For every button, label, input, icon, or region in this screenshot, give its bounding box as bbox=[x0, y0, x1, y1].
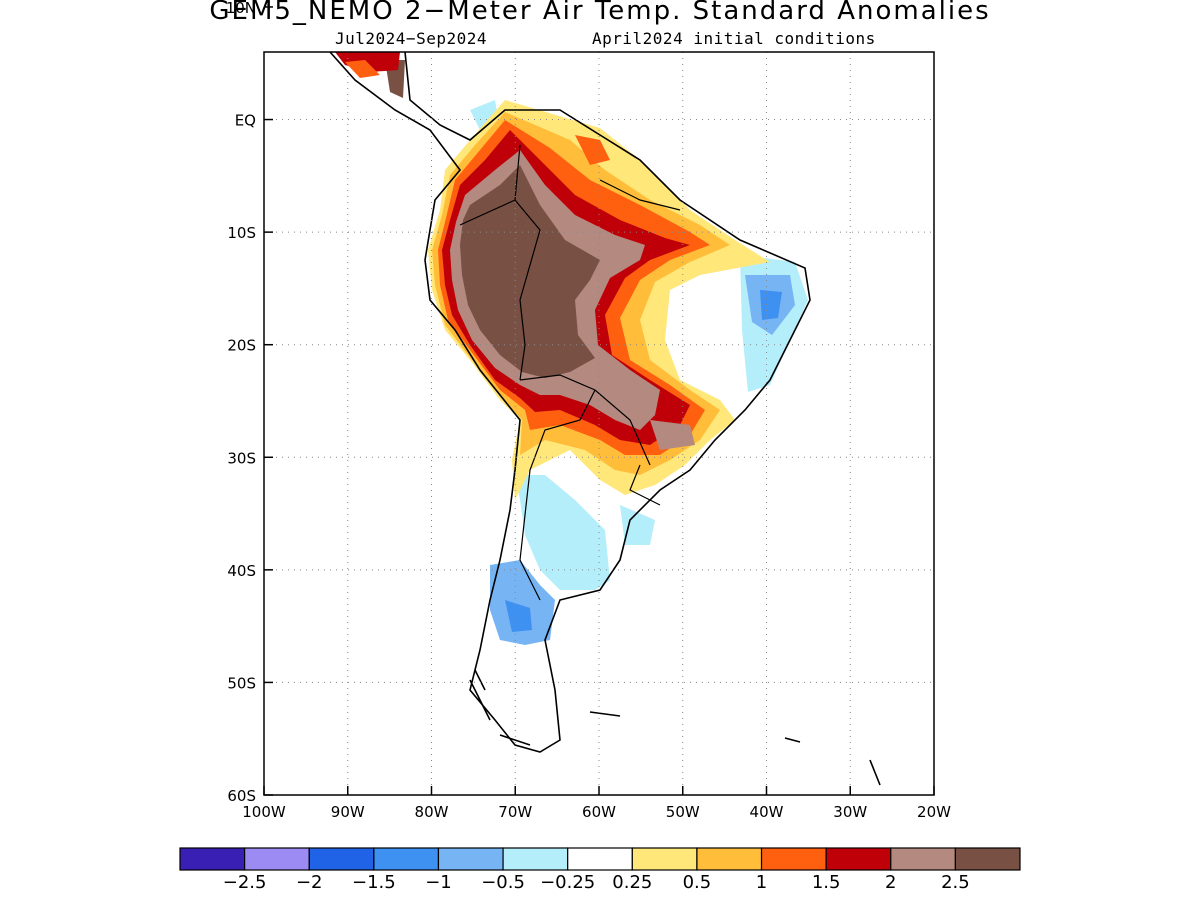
colorbar-swatch bbox=[631, 847, 698, 871]
coastline bbox=[329, 52, 881, 786]
colorbar-swatch bbox=[373, 847, 440, 871]
lat-tick-label: EQ bbox=[235, 112, 256, 130]
colorbar-label: −2 bbox=[296, 872, 323, 893]
colorbar-swatch bbox=[890, 847, 956, 871]
colorbar-label: −1.5 bbox=[352, 872, 396, 893]
colorbar-label: 1.5 bbox=[812, 872, 841, 893]
lon-tick-label: 30W bbox=[833, 803, 867, 821]
lat-tick-label: 40S bbox=[227, 562, 256, 580]
colorbar-label: 0.25 bbox=[612, 872, 652, 893]
colorbar-swatch bbox=[437, 847, 504, 871]
anomaly-shading bbox=[330, 52, 810, 752]
lat-tick-label: 20S bbox=[227, 337, 256, 355]
initial-conditions: April2024 initial conditions bbox=[592, 29, 876, 48]
lon-tick-label: 70W bbox=[498, 803, 532, 821]
colorbar-swatch bbox=[760, 847, 827, 871]
colorbar-label: 2 bbox=[885, 872, 896, 893]
lon-tick-label: 60W bbox=[582, 803, 616, 821]
chart-title: GEM5_NEMO 2−Meter Air Temp. Standard Ano… bbox=[209, 0, 991, 26]
lat-tick-label: 60S bbox=[227, 787, 256, 805]
lat-tick-label: 10N bbox=[226, 0, 256, 17]
lon-tick-label: 90W bbox=[331, 803, 365, 821]
colorbar-label: −2.5 bbox=[223, 872, 267, 893]
map-area bbox=[264, 52, 934, 795]
colorbar-label: −1 bbox=[425, 872, 452, 893]
colorbar-label: 1 bbox=[756, 872, 767, 893]
colorbar-swatch bbox=[502, 847, 569, 871]
lon-tick-label: 80W bbox=[415, 803, 449, 821]
lon-tick-label: 50W bbox=[666, 803, 700, 821]
colorbar-swatch bbox=[179, 847, 246, 871]
forecast-period: Jul2024−Sep2024 bbox=[335, 29, 487, 48]
lat-tick-label: 50S bbox=[227, 674, 256, 692]
colorbar-swatch bbox=[244, 847, 310, 871]
lon-tick-label: 20W bbox=[917, 803, 951, 821]
lon-tick-label: 40W bbox=[750, 803, 784, 821]
colorbar-label: 2.5 bbox=[941, 872, 970, 893]
colorbar: −2.5 −2 −1.5 −1 −0.5 −0.25 0.25 0.5 1 1.5 2 2.5 bbox=[179, 847, 1021, 893]
lat-tick-label: 10S bbox=[227, 224, 256, 242]
map-gridlines bbox=[264, 52, 934, 795]
colorbar-swatch bbox=[696, 847, 763, 871]
colorbar-swatch bbox=[954, 847, 1021, 871]
lat-tick-label: 30S bbox=[227, 449, 256, 467]
lon-tick-label: 100W bbox=[242, 803, 286, 821]
colorbar-swatch bbox=[825, 847, 892, 871]
country-borders bbox=[459, 144, 681, 601]
colorbar-label: −0.25 bbox=[540, 872, 595, 893]
colorbar-label: −0.5 bbox=[481, 872, 525, 893]
colorbar-swatch bbox=[567, 847, 633, 871]
colorbar-swatch bbox=[308, 847, 375, 871]
colorbar-label: 0.5 bbox=[683, 872, 712, 893]
